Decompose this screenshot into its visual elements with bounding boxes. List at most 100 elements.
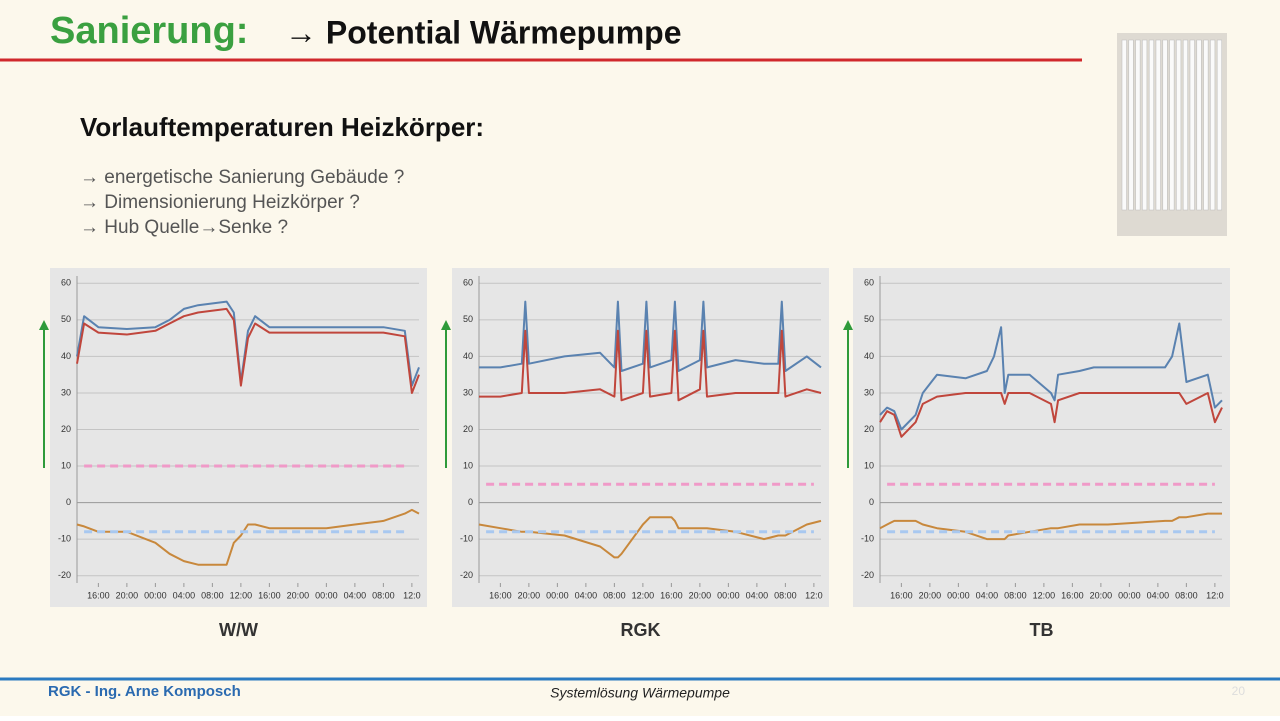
radiator-fin: [1196, 39, 1202, 211]
y-tick-label: 40: [61, 351, 71, 361]
line-series: [479, 329, 822, 402]
radiator-photo: [1117, 33, 1227, 236]
chart-background: [452, 268, 829, 607]
y-tick-label: -10: [58, 534, 71, 544]
y-tick-label: 60: [463, 278, 473, 288]
chart-title: RGK: [621, 620, 661, 640]
x-tick-label: 00:00: [315, 590, 338, 600]
x-tick-label: 08:00: [774, 590, 797, 600]
x-tick-label: 16:00: [660, 590, 683, 600]
y-tick-label: -20: [58, 570, 71, 580]
y-tick-label: 20: [61, 424, 71, 434]
y-tick-label: -20: [861, 570, 874, 580]
x-tick-label: 20:00: [518, 590, 541, 600]
bullet: → energetische Sanierung Gebäude ?: [80, 167, 404, 188]
x-tick-label: 04:00: [976, 590, 999, 600]
x-tick-label: 12:0: [805, 590, 823, 600]
y-tick-label: 30: [61, 387, 71, 397]
y-tick-label: 20: [463, 424, 473, 434]
y-tick-label: 50: [463, 314, 473, 324]
radiator-fin: [1182, 39, 1188, 211]
y-tick-label: 60: [61, 278, 71, 288]
chart-background: [853, 268, 1230, 607]
line-series: [76, 307, 420, 394]
x-tick-label: 16:00: [890, 590, 913, 600]
x-tick-label: 04:00: [575, 590, 598, 600]
footer-center: Systemlösung Wärmepumpe: [550, 685, 730, 701]
x-tick-label: 08:00: [603, 590, 626, 600]
page-number: 20: [1232, 684, 1246, 698]
line-series: [76, 508, 420, 566]
x-tick-label: 08:00: [372, 590, 395, 600]
x-tick-label: 00:00: [546, 590, 569, 600]
chart-title: W/W: [219, 620, 258, 640]
y-tick-label: 30: [864, 387, 874, 397]
x-tick-label: 08:00: [1004, 590, 1027, 600]
x-tick-label: 20:00: [689, 590, 712, 600]
radiator-fin: [1189, 39, 1195, 211]
x-tick-label: 16:00: [1061, 590, 1084, 600]
x-tick-label: 04:00: [746, 590, 769, 600]
x-tick-label: 16:00: [489, 590, 512, 600]
y-tick-label: 40: [463, 351, 473, 361]
x-tick-label: 00:00: [717, 590, 740, 600]
x-tick-label: 16:00: [258, 590, 281, 600]
x-tick-label: 04:00: [344, 590, 367, 600]
x-tick-label: 12:00: [1033, 590, 1056, 600]
radiator-fin: [1162, 39, 1168, 211]
footer-author: RGK - Ing. Arne Komposch: [48, 683, 241, 700]
x-tick-label: 12:0: [403, 590, 421, 600]
chart-title: TB: [1030, 620, 1054, 640]
radiator-fin: [1155, 39, 1161, 211]
radiator-fin: [1148, 39, 1154, 211]
y-tick-label: 0: [869, 497, 874, 507]
subtitle: → Potential Wärmepumpe: [285, 14, 682, 50]
y-tick-label: 10: [463, 460, 473, 470]
x-tick-label: 08:00: [201, 590, 224, 600]
trend-arrow-head: [441, 320, 451, 330]
x-tick-label: 20:00: [919, 590, 942, 600]
trend-arrow-head: [843, 320, 853, 330]
x-tick-label: 00:00: [144, 590, 167, 600]
line-series: [879, 392, 1223, 438]
y-tick-label: 0: [66, 497, 71, 507]
x-tick-label: 08:00: [1175, 590, 1198, 600]
y-tick-label: 50: [864, 314, 874, 324]
y-tick-label: -20: [460, 570, 473, 580]
x-tick-label: 16:00: [87, 590, 110, 600]
x-tick-label: 00:00: [947, 590, 970, 600]
line-series: [879, 322, 1223, 431]
x-tick-label: 20:00: [287, 590, 310, 600]
section-heading: Vorlauftemperaturen Heizkörper:: [80, 112, 484, 142]
y-tick-label: 10: [61, 460, 71, 470]
y-tick-label: -10: [460, 534, 473, 544]
radiator-fin: [1128, 39, 1134, 211]
x-tick-label: 04:00: [1147, 590, 1170, 600]
y-tick-label: 30: [463, 387, 473, 397]
x-tick-label: 12:00: [230, 590, 253, 600]
chart-background: [50, 268, 427, 607]
y-tick-label: 0: [468, 497, 473, 507]
line-series: [478, 516, 822, 559]
bullet: → Dimensionierung Heizkörper ?: [80, 192, 360, 213]
radiator-fin: [1135, 39, 1141, 211]
y-tick-label: 20: [864, 424, 874, 434]
radiator-fin: [1210, 39, 1216, 211]
y-tick-label: 50: [61, 314, 71, 324]
x-tick-label: 20:00: [116, 590, 139, 600]
radiator-fin: [1216, 39, 1222, 211]
y-tick-label: 10: [864, 460, 874, 470]
radiator-fin: [1121, 39, 1127, 211]
radiator-fin: [1142, 39, 1148, 211]
x-tick-label: 12:00: [632, 590, 655, 600]
y-tick-label: -10: [861, 534, 874, 544]
line-series: [879, 512, 1222, 541]
title: Sanierung:: [50, 10, 248, 52]
x-tick-label: 12:0: [1206, 590, 1224, 600]
line-series: [479, 300, 822, 372]
x-tick-label: 20:00: [1090, 590, 1113, 600]
trend-arrow-head: [39, 320, 49, 330]
radiator-fin: [1203, 39, 1209, 211]
radiator-fin: [1176, 39, 1182, 211]
